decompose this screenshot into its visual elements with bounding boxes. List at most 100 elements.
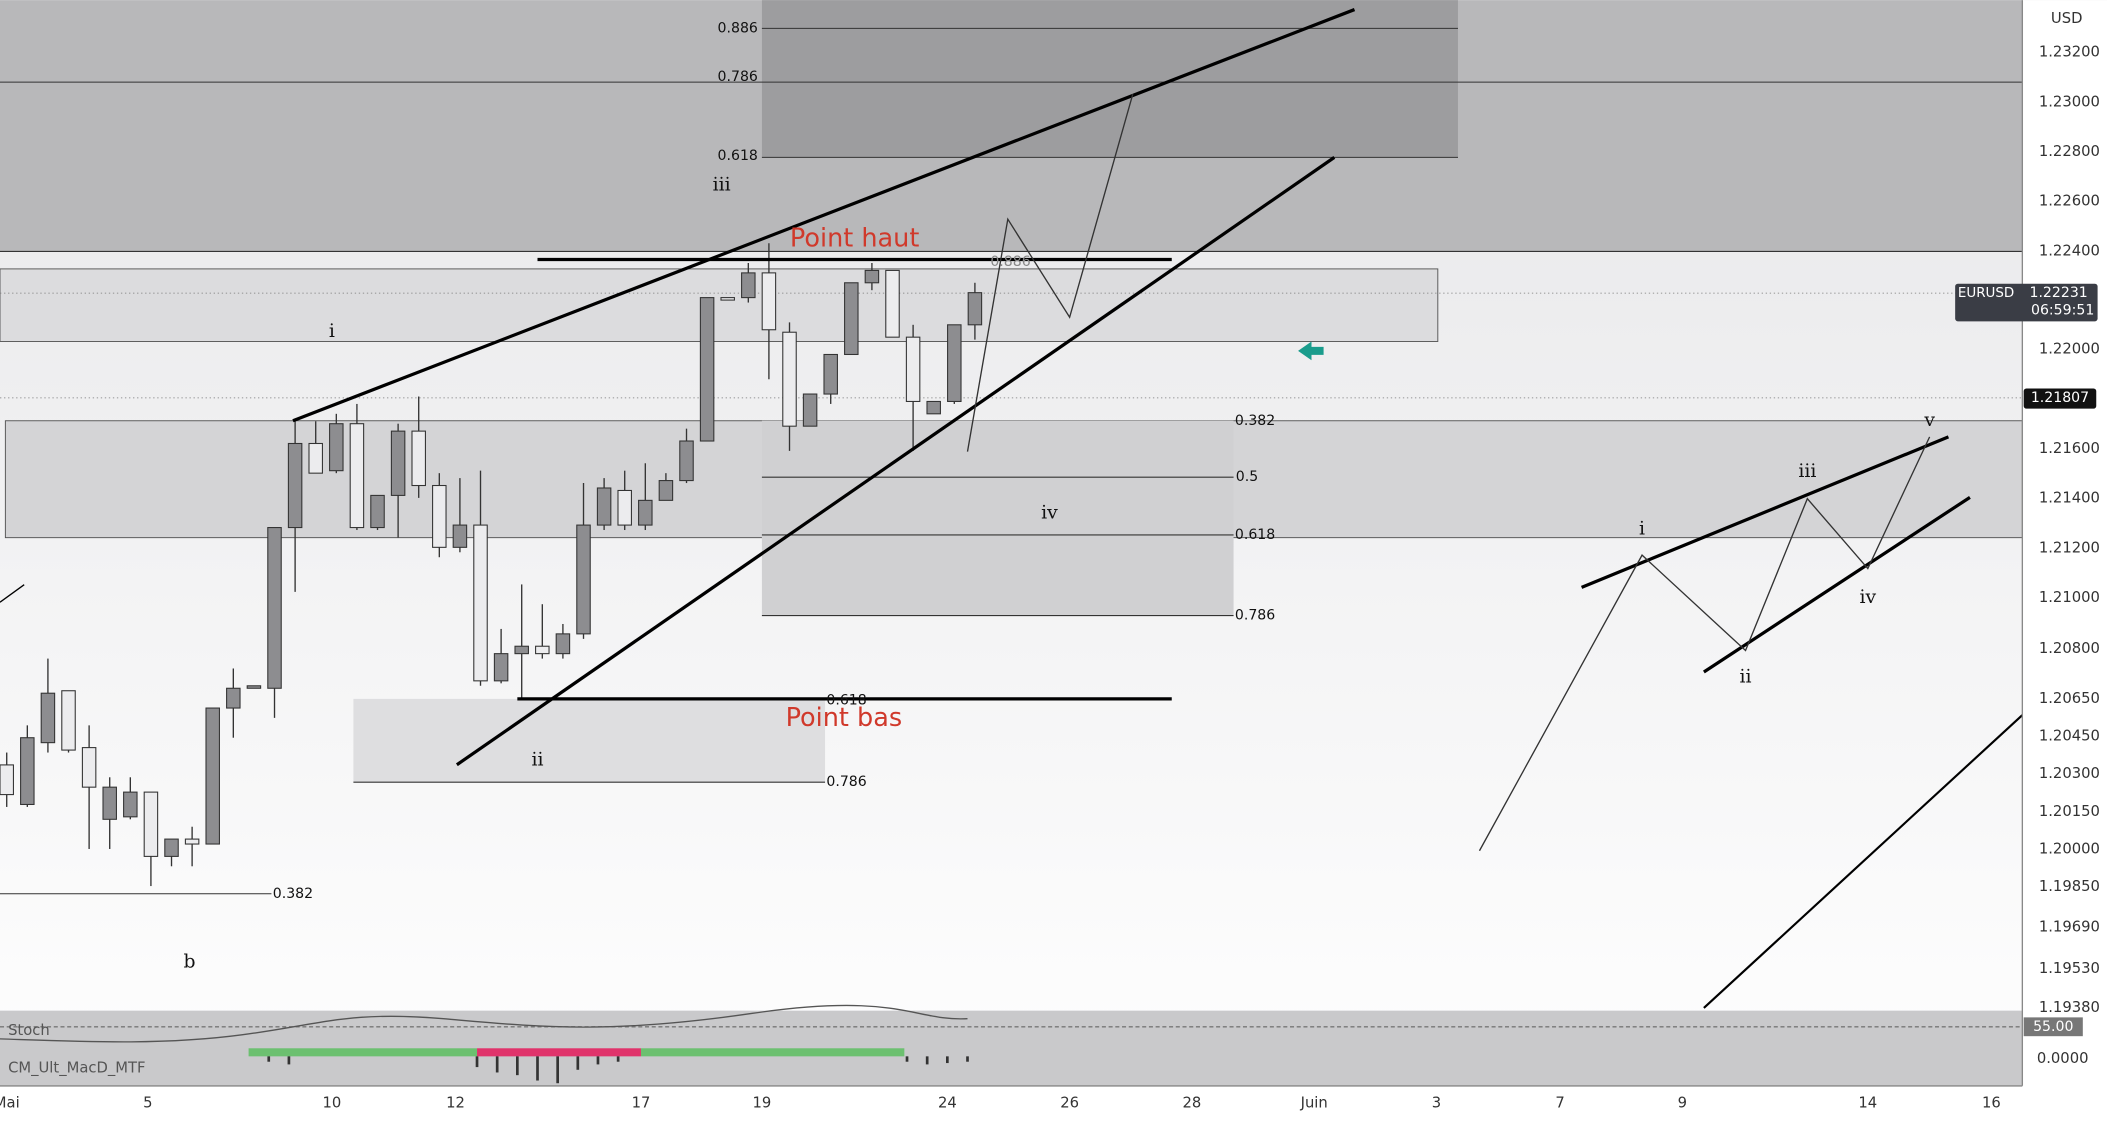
candle-body xyxy=(349,423,365,529)
symbol-price: 1.22231 xyxy=(2029,285,2087,301)
candle-body xyxy=(184,838,200,845)
price-label: 1.21600 xyxy=(2039,440,2100,457)
candle-body xyxy=(555,633,571,655)
countdown: 06:59:51 xyxy=(2031,303,2094,319)
wave-path xyxy=(966,94,1134,452)
candle-body xyxy=(823,353,838,395)
wave-label: b xyxy=(183,951,195,972)
arrow-marker xyxy=(1298,341,1324,361)
price-label: 1.22400 xyxy=(2039,242,2100,259)
fib-label: 0.886 xyxy=(718,20,758,36)
macd-band-red xyxy=(477,1048,641,1057)
candle-body xyxy=(61,690,76,751)
price-label: 1.22000 xyxy=(2039,341,2100,358)
candle-body xyxy=(20,737,35,806)
candle-body xyxy=(699,297,715,442)
candle-body xyxy=(679,440,694,482)
candle-body xyxy=(596,487,612,526)
time-label: 26 xyxy=(1060,1094,1079,1111)
price-label: 1.21000 xyxy=(2039,589,2100,606)
candle-body xyxy=(205,707,220,845)
stoch-line xyxy=(0,1004,968,1043)
time-label: 24 xyxy=(938,1094,957,1111)
fib-label: 0.786 xyxy=(718,69,758,85)
wave-label: ii xyxy=(1740,666,1752,687)
price-label: 1.23200 xyxy=(2039,44,2100,61)
wave-label: ii xyxy=(531,750,543,771)
candle-body xyxy=(81,747,97,788)
price-label: 1.20800 xyxy=(2039,640,2100,657)
candle-body xyxy=(576,524,591,635)
price-label: 1.22600 xyxy=(2039,193,2100,210)
candle-body xyxy=(390,430,406,496)
price-label: 1.19530 xyxy=(2039,960,2100,977)
candle-body xyxy=(802,393,818,427)
point-low: Point bas xyxy=(786,703,903,733)
candle-body xyxy=(658,480,674,501)
stoch-label: Stoch xyxy=(8,1022,50,1039)
candle-body xyxy=(123,791,138,818)
time-label: 10 xyxy=(323,1094,342,1111)
time-label: 9 xyxy=(1678,1094,1687,1111)
wave-path-projection xyxy=(1478,436,1931,852)
time-label: 5 xyxy=(143,1094,152,1111)
stoch-tag xyxy=(2023,1017,2083,1037)
candle-body xyxy=(226,687,241,709)
price-label: 1.21200 xyxy=(2039,539,2100,556)
price-label: 1.20300 xyxy=(2039,765,2100,782)
fib-label: 0.886 xyxy=(990,254,1030,270)
fib-label: 0.5 xyxy=(1236,469,1258,485)
price-label: 1.23000 xyxy=(2039,93,2100,110)
time-label: 17 xyxy=(632,1094,651,1111)
wave-label: v xyxy=(1923,410,1935,431)
price-label: 1.19380 xyxy=(2039,999,2100,1016)
candle-body xyxy=(287,442,303,529)
candle-body xyxy=(905,336,921,402)
currency: USD xyxy=(2051,10,2083,27)
fib-lines xyxy=(0,27,2023,895)
candle-body xyxy=(967,292,983,326)
time-label: Juin xyxy=(1300,1094,1328,1111)
candle-body xyxy=(329,423,344,472)
wave-label: iii xyxy=(1798,461,1816,482)
fib-label: 0.382 xyxy=(273,886,313,902)
macd-histogram xyxy=(267,1056,969,1084)
candle-body xyxy=(885,269,900,338)
symbol-name: EURUSD xyxy=(1958,286,2014,301)
fib-zone-top xyxy=(761,0,1458,158)
wave-label: i xyxy=(1639,519,1645,540)
candle-body xyxy=(411,430,426,487)
fib-label: 0.618 xyxy=(718,148,758,164)
candle-body xyxy=(308,442,323,474)
candles xyxy=(0,243,983,887)
price-label: 1.22800 xyxy=(2039,143,2100,160)
price-lines xyxy=(0,292,2023,399)
price-label: 1.20150 xyxy=(2039,803,2100,820)
candle-body xyxy=(473,524,488,682)
symbol-tag xyxy=(1955,283,2098,322)
time-label: 7 xyxy=(1555,1094,1564,1111)
wave-label: iv xyxy=(1859,587,1876,608)
price-axis xyxy=(2022,0,2107,1121)
price-label: 1.21400 xyxy=(2039,490,2100,507)
candle-body xyxy=(370,494,385,529)
candle-body xyxy=(782,331,797,427)
candle-body xyxy=(761,272,777,331)
candle-body xyxy=(926,400,941,415)
candle-body xyxy=(246,685,262,689)
price-label: 1.19690 xyxy=(2039,918,2100,935)
range-box xyxy=(0,268,1439,342)
price-label: 1.20450 xyxy=(2039,728,2100,745)
candle-body xyxy=(638,499,653,526)
price-label: 1.20650 xyxy=(2039,690,2100,707)
price-label: 1.19850 xyxy=(2039,878,2100,895)
fib-label: 0.618 xyxy=(826,692,866,708)
macd-label: CM_Ult_MacD_MTF xyxy=(8,1059,145,1076)
candle-body xyxy=(432,484,447,548)
candle-body xyxy=(0,764,14,796)
candle-body xyxy=(844,282,859,356)
candle-body xyxy=(102,786,117,820)
candle-body xyxy=(864,269,880,284)
marker-price: 1.21807 xyxy=(2031,390,2089,406)
